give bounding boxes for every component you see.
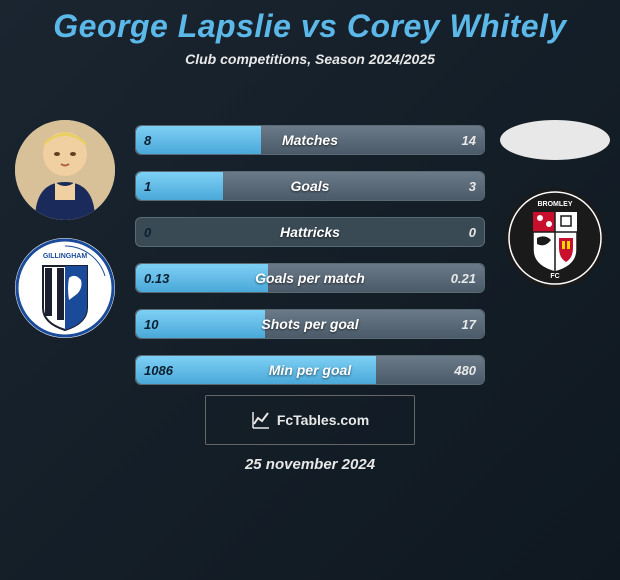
- stat-value-right: 14: [462, 126, 476, 154]
- stat-label: Matches: [136, 126, 484, 154]
- club-crest-icon: GILLINGHAM: [15, 238, 115, 338]
- stat-label: Goals per match: [136, 264, 484, 292]
- stat-bar: 10Shots per goal17: [135, 309, 485, 339]
- svg-text:GILLINGHAM: GILLINGHAM: [43, 253, 87, 260]
- left-player-column: GILLINGHAM: [10, 120, 120, 338]
- page-title: George Lapslie vs Corey Whitely: [0, 0, 620, 45]
- stat-label: Hattricks: [136, 218, 484, 246]
- right-player-column: BROMLEY FC: [500, 120, 610, 288]
- footer-brand-box: FcTables.com: [205, 395, 415, 445]
- stat-bar: 1086Min per goal480: [135, 355, 485, 385]
- person-icon: [15, 120, 115, 220]
- stat-value-right: 0.21: [451, 264, 476, 292]
- stat-value-right: 0: [469, 218, 476, 246]
- right-player-avatar-placeholder: [500, 120, 610, 160]
- footer-brand-text: FcTables.com: [277, 412, 369, 428]
- subtitle: Club competitions, Season 2024/2025: [0, 51, 620, 67]
- stat-label: Goals: [136, 172, 484, 200]
- chart-icon: [251, 410, 271, 430]
- stats-bars: 8Matches14 1Goals3 0Hattricks0 0.13Goals pe…: [135, 125, 485, 401]
- stat-value-right: 17: [462, 310, 476, 338]
- footer-date: 25 november 2024: [0, 456, 620, 473]
- stat-bar: 0.13Goals per match0.21: [135, 263, 485, 293]
- stat-label: Min per goal: [136, 356, 484, 384]
- svg-text:BROMLEY: BROMLEY: [538, 201, 573, 208]
- left-club-badge: GILLINGHAM: [15, 238, 115, 338]
- stat-bar: 0Hattricks0: [135, 217, 485, 247]
- stat-value-right: 3: [469, 172, 476, 200]
- stat-label: Shots per goal: [136, 310, 484, 338]
- club-crest-icon: BROMLEY FC: [505, 188, 605, 288]
- stat-value-right: 480: [454, 356, 476, 384]
- stat-bar: 1Goals3: [135, 171, 485, 201]
- right-club-badge: BROMLEY FC: [505, 188, 605, 288]
- stat-bar: 8Matches14: [135, 125, 485, 155]
- svg-text:FC: FC: [550, 273, 559, 280]
- left-player-avatar: [15, 120, 115, 220]
